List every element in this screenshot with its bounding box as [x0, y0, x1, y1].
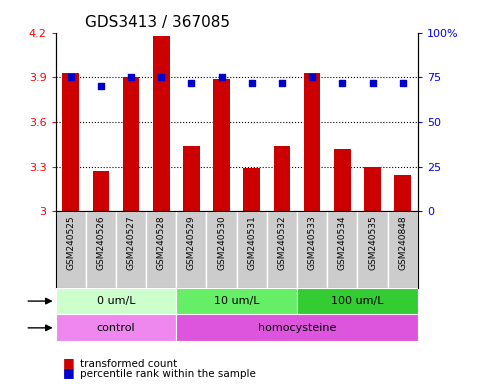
- Text: homocysteine: homocysteine: [258, 323, 336, 333]
- FancyBboxPatch shape: [56, 211, 86, 288]
- Bar: [153, 36, 170, 384]
- FancyBboxPatch shape: [327, 211, 357, 288]
- Point: [248, 79, 256, 86]
- Text: GSM240535: GSM240535: [368, 215, 377, 270]
- FancyBboxPatch shape: [116, 211, 146, 288]
- Text: control: control: [97, 323, 135, 333]
- FancyBboxPatch shape: [237, 211, 267, 288]
- Text: percentile rank within the sample: percentile rank within the sample: [80, 369, 256, 379]
- Text: GSM240533: GSM240533: [308, 215, 317, 270]
- Bar: [213, 79, 230, 384]
- Bar: [243, 168, 260, 384]
- Bar: [93, 171, 109, 384]
- Bar: [334, 149, 351, 384]
- Text: GSM240532: GSM240532: [277, 215, 286, 270]
- Bar: [364, 167, 381, 384]
- Point: [369, 79, 376, 86]
- Point: [218, 74, 226, 80]
- Point: [399, 79, 407, 86]
- Bar: [183, 146, 199, 384]
- Text: GSM240534: GSM240534: [338, 215, 347, 270]
- Bar: [274, 146, 290, 384]
- Text: GSM240527: GSM240527: [127, 215, 136, 270]
- Text: GSM240526: GSM240526: [96, 215, 105, 270]
- Point: [97, 83, 105, 89]
- Text: ■: ■: [63, 356, 74, 369]
- Point: [339, 79, 346, 86]
- Bar: [176, 288, 297, 314]
- Bar: [297, 288, 418, 314]
- Text: ■: ■: [63, 366, 74, 379]
- Text: GSM240529: GSM240529: [187, 215, 196, 270]
- Text: GDS3413 / 367085: GDS3413 / 367085: [85, 15, 229, 30]
- Bar: [304, 73, 320, 384]
- Point: [278, 79, 286, 86]
- Point: [308, 74, 316, 80]
- FancyBboxPatch shape: [207, 211, 237, 288]
- Text: 100 um/L: 100 um/L: [331, 296, 384, 306]
- FancyBboxPatch shape: [388, 211, 418, 288]
- Bar: [123, 77, 139, 384]
- Text: GSM240531: GSM240531: [247, 215, 256, 270]
- Point: [187, 79, 195, 86]
- FancyBboxPatch shape: [146, 211, 176, 288]
- FancyBboxPatch shape: [86, 211, 116, 288]
- Text: GSM240528: GSM240528: [156, 215, 166, 270]
- Text: GSM240525: GSM240525: [66, 215, 75, 270]
- FancyBboxPatch shape: [267, 211, 297, 288]
- Bar: [56, 314, 176, 341]
- Point: [157, 74, 165, 80]
- FancyBboxPatch shape: [297, 211, 327, 288]
- Bar: [395, 175, 411, 384]
- Text: 0 um/L: 0 um/L: [97, 296, 135, 306]
- Text: 10 um/L: 10 um/L: [214, 296, 259, 306]
- Bar: [62, 73, 79, 384]
- Text: transformed count: transformed count: [80, 359, 177, 369]
- Text: GSM240848: GSM240848: [398, 215, 407, 270]
- FancyBboxPatch shape: [176, 211, 207, 288]
- Bar: [176, 314, 418, 341]
- Text: GSM240530: GSM240530: [217, 215, 226, 270]
- FancyBboxPatch shape: [357, 211, 388, 288]
- Bar: [56, 288, 176, 314]
- Point: [67, 74, 74, 80]
- Point: [127, 74, 135, 80]
